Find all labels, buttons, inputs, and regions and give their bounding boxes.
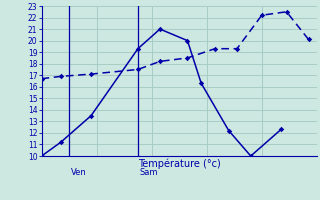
Text: Ven: Ven xyxy=(70,168,86,177)
X-axis label: Température (°c): Température (°c) xyxy=(138,159,220,169)
Text: Sam: Sam xyxy=(139,168,158,177)
